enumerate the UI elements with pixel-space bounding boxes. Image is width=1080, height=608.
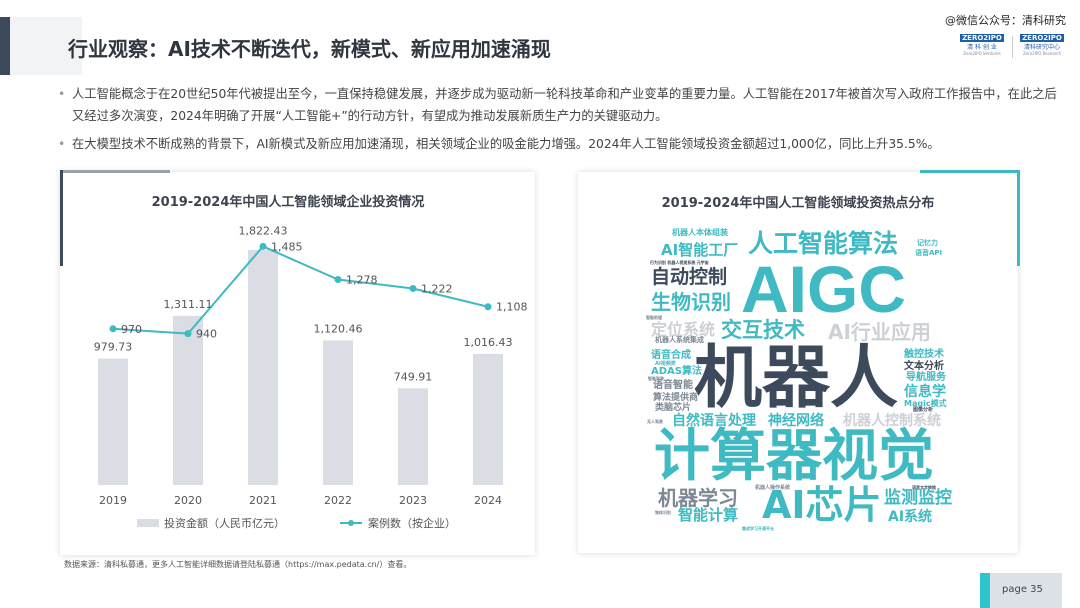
legend-bar-swatch xyxy=(137,519,159,527)
card-accent xyxy=(1017,170,1020,266)
x-tick-label: 2022 xyxy=(324,494,352,507)
word: 智能助理 xyxy=(646,315,662,320)
bar xyxy=(473,353,503,485)
bar xyxy=(248,249,278,485)
zero2ipo-research-logo: ZERO2IPO 清科研究中心 Zero2IPO Research xyxy=(1020,34,1064,56)
card-accent xyxy=(920,170,1020,173)
line-value-label: 940 xyxy=(196,328,217,341)
line-marker xyxy=(259,242,267,250)
data-source-note: 数据来源：清科私募通，更多人工智能详细数据请登陆私募通（https://max.… xyxy=(64,560,412,569)
bar-value-label: 1,822.43 xyxy=(239,224,288,237)
wordcloud-title: 2019-2024年中国人工智能领域投资热点分布 xyxy=(661,196,935,211)
word: 自然语言处理 xyxy=(672,413,756,429)
bar-value-label: 1,120.46 xyxy=(314,322,363,335)
bar-value-label: 1,311.11 xyxy=(164,298,213,311)
zero2ipo-ventures-logo: ZERO2IPO 清 科 创 业 Zero2IPO Ventures xyxy=(960,34,1004,56)
x-tick-label: 2019 xyxy=(99,494,127,507)
word: 生物识别 xyxy=(651,290,731,314)
bar-value-label: 1,016.43 xyxy=(464,336,513,349)
word: 人工智能算法 xyxy=(748,229,899,258)
word: 语音文字转换 xyxy=(912,485,936,490)
bullet-2: • 在大模型技术不断成熟的背景下，AI新模式及新应用加速涌现，相关领域企业的吸金能… xyxy=(58,137,940,151)
line-value-label: 1,278 xyxy=(346,274,378,287)
investment-chart: 2019-2024年中国人工智能领域企业投资情况 979.73 2019 1,311… xyxy=(94,194,528,530)
bar xyxy=(98,358,128,485)
x-tick-label: 2020 xyxy=(174,494,202,507)
bullet-1: • 人工智能概念于在20世纪50年代被提出至今，一直保持稳健发展，并逐步成为驱动新… xyxy=(58,87,1057,123)
logo-divider xyxy=(1012,36,1013,58)
legend-line-marker xyxy=(348,520,354,526)
line-marker xyxy=(184,330,192,338)
word: 无人驾驶 xyxy=(647,419,663,424)
word: 机器人本体组装 xyxy=(672,228,728,237)
line-value-label: 1,108 xyxy=(496,301,528,314)
word: 交互技术 xyxy=(721,318,805,342)
word: 机器人 xyxy=(694,339,899,418)
card-accent xyxy=(60,170,63,266)
line-marker xyxy=(334,276,342,284)
bar xyxy=(173,315,203,485)
word: Magic模式 xyxy=(904,399,947,408)
word: 神经网络 xyxy=(768,413,824,429)
word: 定位系统 xyxy=(651,320,716,339)
word: AI芯片 xyxy=(762,483,882,527)
word: AIGC xyxy=(741,252,906,326)
word: 物体识别 xyxy=(655,510,671,515)
word: 行为识别 机器人视觉系统 元宇宙 xyxy=(650,260,709,265)
word: 导航服务 xyxy=(906,372,946,383)
wordcloud-card xyxy=(578,172,1018,553)
legend-line-label: 案例数（按企业） xyxy=(368,516,456,530)
word: 计算器视觉 xyxy=(654,424,934,489)
x-tick-label: 2023 xyxy=(399,494,427,507)
word: AI智能工厂 xyxy=(661,241,739,259)
line-value-label: 1,485 xyxy=(271,240,303,253)
word: 文本分析 xyxy=(904,361,944,372)
word: 图像分析 xyxy=(913,407,934,413)
word: 智能驾驶 xyxy=(648,376,664,381)
word: 类脑芯片 xyxy=(655,403,692,413)
word: 信息学 xyxy=(904,384,946,400)
card-accent xyxy=(60,170,170,173)
bar xyxy=(398,388,428,485)
word: 监测监控 xyxy=(884,488,952,508)
investment-chart-card xyxy=(60,172,535,555)
word: 语音智能 xyxy=(653,380,693,391)
x-tick-label: 2024 xyxy=(474,494,502,507)
line-marker xyxy=(409,284,417,292)
word: 语音API xyxy=(915,249,943,257)
page-number: page 35 xyxy=(990,573,1062,608)
line-value-label: 970 xyxy=(121,323,142,336)
word: AI视频类 xyxy=(655,361,676,367)
line-marker xyxy=(484,303,492,311)
word: AI行业应用 xyxy=(828,320,931,344)
word: 机器学习 xyxy=(658,486,738,510)
chart-title: 2019-2024年中国人工智能领域企业投资情况 xyxy=(152,194,425,210)
word: 记忆力 xyxy=(917,239,938,247)
word: 智能计算 xyxy=(678,506,739,524)
watermark: @微信公众号：清科研究 xyxy=(945,14,1066,27)
line-value-label: 1,222 xyxy=(421,282,453,295)
word: 语音合成 xyxy=(651,350,691,361)
line-marker xyxy=(109,325,117,333)
word: 算法提供商 xyxy=(653,393,699,403)
word: 触控技术 xyxy=(904,349,944,360)
word: 自动控制 xyxy=(651,266,728,288)
page-title: 行业观察：AI技术不断迭代，新模式、新应用加速涌现 xyxy=(68,37,551,61)
word: AI系统 xyxy=(888,509,933,525)
legend-bar-label: 投资金额（人民币亿元） xyxy=(164,516,285,530)
word: 机器人操作系统 xyxy=(755,485,791,491)
case-count-line xyxy=(112,245,489,335)
bar xyxy=(323,340,353,485)
header-accent-block xyxy=(10,17,82,75)
x-tick-label: 2021 xyxy=(249,494,277,507)
word: 机器人控制系统 xyxy=(843,413,941,429)
header-accent-bar xyxy=(0,17,10,75)
bar-value-label: 979.73 xyxy=(94,341,133,354)
word: 集成学习开源平台 xyxy=(742,526,774,531)
word: ADAS算法 xyxy=(651,366,702,377)
word: 机器人系统集成 xyxy=(655,336,704,344)
bar-value-label: 749.91 xyxy=(394,370,433,383)
page-accent xyxy=(980,573,990,608)
